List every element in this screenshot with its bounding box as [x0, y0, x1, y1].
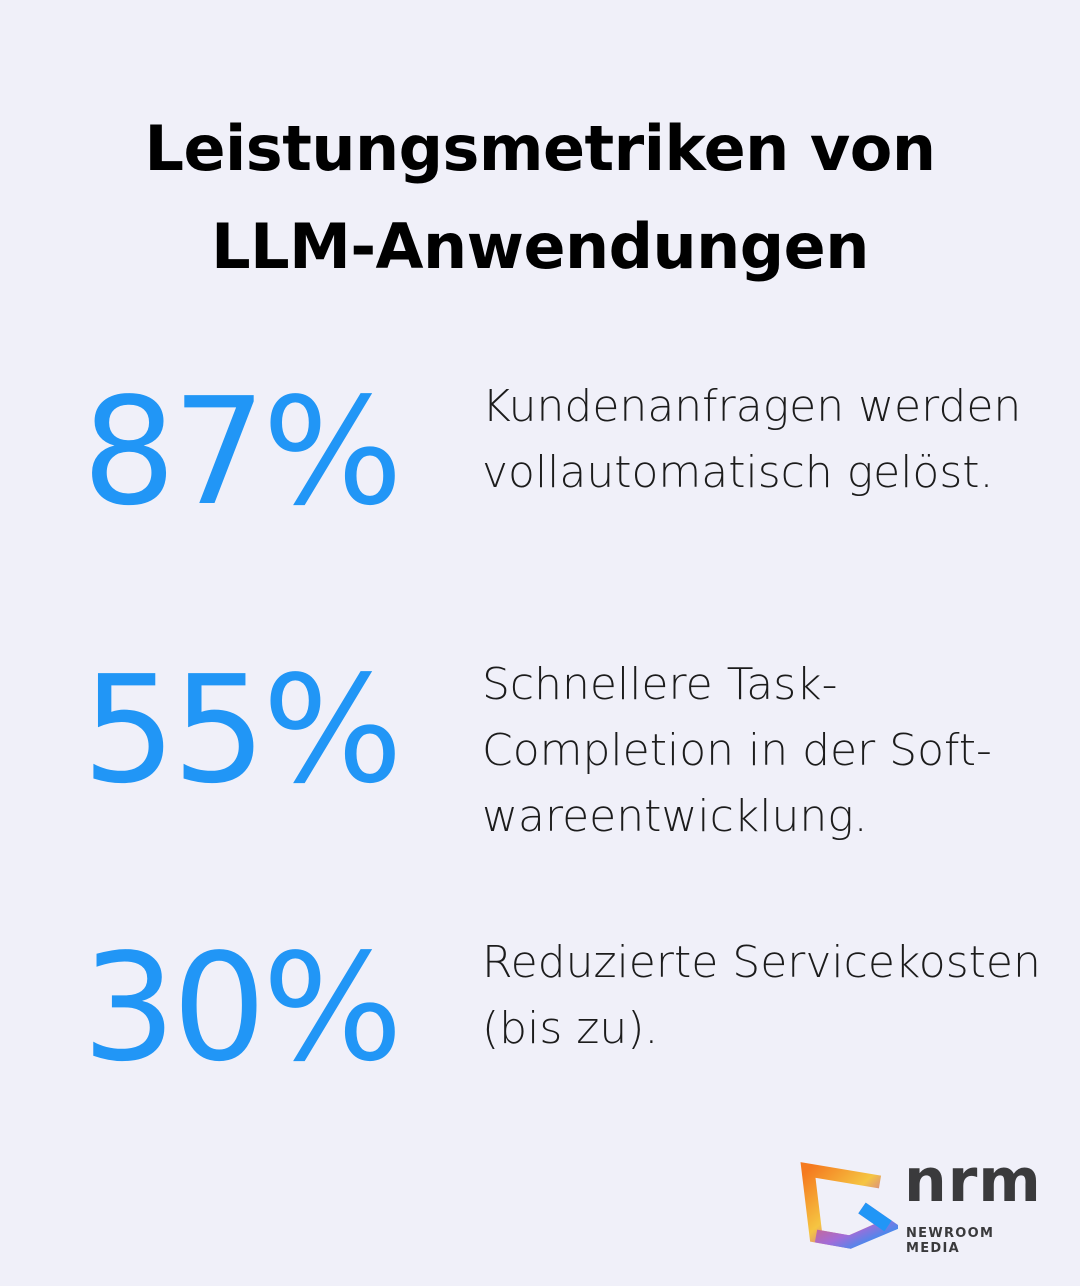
- title-line-1: Leistungsmetriken von: [144, 112, 936, 185]
- page-title: Leistungsmetriken von LLM-Anwendungen: [0, 100, 1080, 296]
- stat-value: 30%: [82, 922, 403, 1094]
- stat-value: 87%: [82, 366, 403, 538]
- logo-wordmark: nrm: [904, 1146, 1042, 1216]
- stat-description: Schnellere Task-Completion in der Soft-w…: [482, 659, 992, 842]
- logo-company-name: NEWROOM MEDIA: [906, 1226, 995, 1256]
- stat-description: Kundenanfragen werden vollautomatisch ge…: [482, 381, 1022, 498]
- newroom-media-logo: nrm NEWROOM MEDIA: [798, 1146, 1048, 1256]
- logo-mark-icon: [800, 1162, 902, 1249]
- title-line-2: LLM-Anwendungen: [211, 210, 869, 283]
- stat-value: 55%: [82, 644, 403, 816]
- stat-description: Reduzierte Servicekosten (bis zu).: [482, 937, 1041, 1054]
